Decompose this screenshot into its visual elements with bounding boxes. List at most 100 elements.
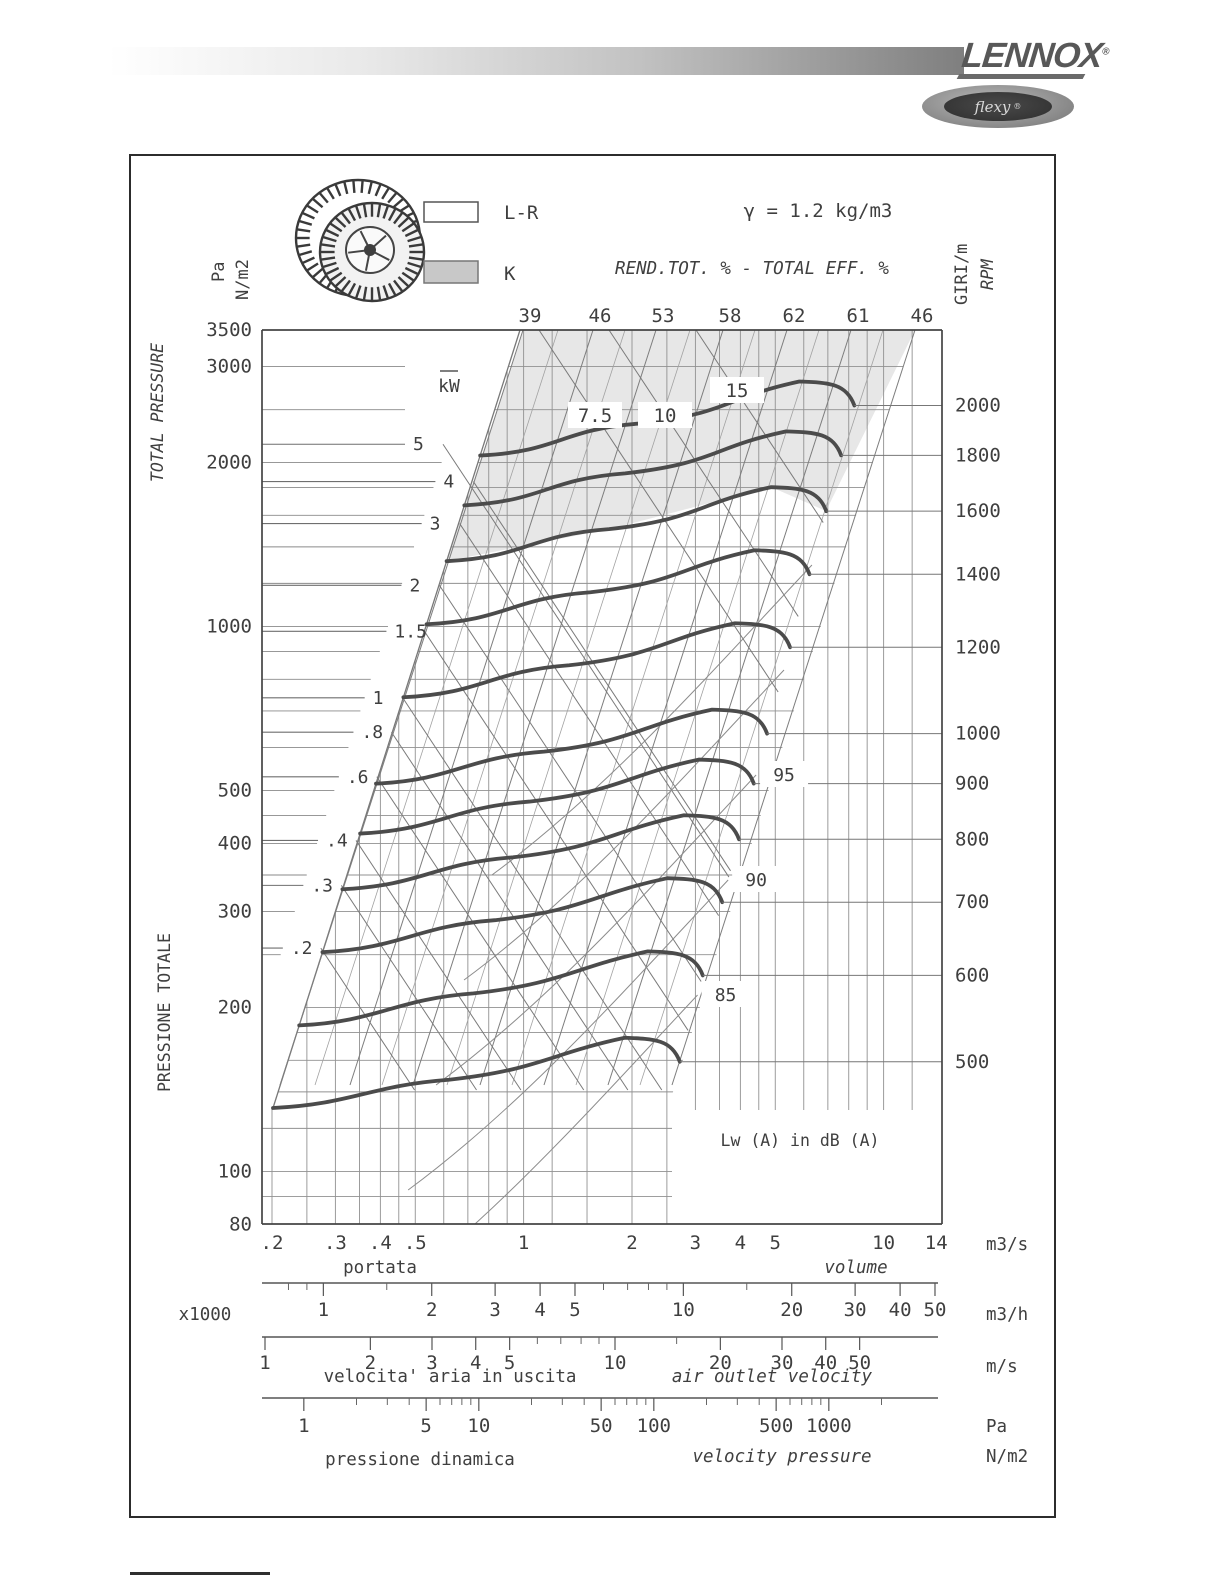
- ms-label: 10: [604, 1352, 627, 1374]
- m3h-label: 5: [569, 1299, 580, 1321]
- flow-tick-label: 3: [690, 1232, 701, 1254]
- flow-tick-label: 1: [518, 1232, 529, 1254]
- fan-blade: [362, 286, 368, 301]
- rpm-curve: [374, 707, 769, 786]
- db-contour: [407, 879, 729, 1191]
- kw-line: [391, 731, 629, 1091]
- efficiency-line: [412, 329, 657, 1086]
- m3h-label: 20: [780, 1299, 803, 1321]
- m3h-label: 50: [924, 1299, 947, 1321]
- rpm-tick-label: 700: [955, 891, 989, 913]
- fan-blade: [408, 243, 424, 248]
- kw-label-box: [710, 377, 764, 403]
- minor-slant-line: [446, 329, 691, 1086]
- pa-label: 1000: [806, 1415, 852, 1437]
- minor-slant-line: [381, 329, 626, 1086]
- kw-stub-label: 5: [413, 434, 424, 455]
- kw-line: [472, 481, 731, 872]
- kw-stub-label: .3: [311, 875, 333, 896]
- left-axis-unit-nm2: N/m2: [233, 259, 253, 300]
- efficiency-lines: [272, 329, 916, 1109]
- velocity-caption-it: velocita' aria in uscita: [324, 1367, 577, 1387]
- db-contour: [435, 774, 757, 1086]
- rpm-tick-label: 1800: [955, 444, 1001, 466]
- fan-blade: [397, 276, 410, 288]
- efficiency-title: REND.TOT. % - TOTAL EFF. %: [615, 259, 889, 279]
- fan-blade: [387, 207, 397, 222]
- fan-blade: [343, 181, 349, 195]
- flow-tick-label: .4: [369, 1232, 392, 1254]
- efficiency-value: 61: [847, 305, 870, 327]
- fan-blade: [376, 203, 382, 218]
- fan-blade: [340, 279, 351, 293]
- rpm-tick-label: 900: [955, 773, 989, 795]
- flow-unit: m3/s: [986, 1235, 1028, 1255]
- ms-label: 50: [848, 1352, 871, 1374]
- db-label-box: [732, 866, 781, 892]
- flow-tick-label: .2: [261, 1232, 284, 1254]
- kw-line: [355, 840, 522, 1091]
- rpm-curve: [444, 485, 829, 564]
- fan-blade: [320, 243, 336, 248]
- rpm-tick-label: 1400: [955, 563, 1001, 585]
- flow-tick-label: .3: [324, 1232, 347, 1254]
- kw-line: [402, 697, 663, 1091]
- rpm-tick-label: 1000: [955, 723, 1001, 745]
- fan-blade: [376, 286, 382, 301]
- fan-blade: [347, 207, 357, 222]
- db-label: 85: [715, 985, 737, 1006]
- plot-borders: [261, 329, 943, 1225]
- rpm-curve: [401, 621, 792, 700]
- kw-line: [320, 947, 415, 1091]
- kw-line: [439, 585, 702, 982]
- fan-blade: [382, 285, 390, 299]
- fan-blade: [352, 180, 356, 193]
- fan-blade: [311, 197, 324, 209]
- fan-blade: [298, 219, 313, 226]
- fan-blade: [382, 205, 390, 219]
- kw-stub-label: .4: [326, 830, 348, 851]
- rpm-tick-label: 500: [955, 1051, 989, 1073]
- pressure-tick-label: 1000: [206, 616, 252, 638]
- kw-line: [340, 885, 477, 1091]
- fan-blade: [334, 276, 347, 288]
- fan-blade: [404, 266, 419, 276]
- efficiency-value: 58: [719, 305, 742, 327]
- efficiency-value: 62: [783, 305, 806, 327]
- kw-line: [424, 631, 689, 1031]
- efficiency-value: 46: [589, 305, 612, 327]
- pressure-tick-label: 300: [218, 900, 252, 922]
- kw-stub-label: .2: [291, 938, 313, 959]
- fan-blade: [397, 216, 410, 228]
- flexy-badge: flexy ®: [922, 85, 1074, 128]
- fan-blade: [322, 235, 337, 243]
- fan-blade: [354, 205, 362, 219]
- rpm-tick-label: 800: [955, 828, 989, 850]
- fan-blade: [393, 279, 404, 293]
- legend-swatch-k: [423, 260, 479, 284]
- power-lines: [262, 329, 824, 1091]
- m3h-label: 30: [844, 1299, 867, 1321]
- fan-blade: [301, 256, 315, 265]
- fan-blade: [387, 282, 397, 297]
- fan-blade: [381, 187, 391, 200]
- k-region: [447, 330, 915, 561]
- fan-blade: [401, 271, 415, 282]
- pressure-tick-label: 3000: [206, 355, 252, 377]
- m3h-label: 40: [889, 1299, 912, 1321]
- ms-label: 40: [814, 1352, 837, 1374]
- badge-text: flexy: [974, 97, 1011, 116]
- fan-hub: [364, 244, 376, 256]
- dyn-pressure-unit-pa: Pa: [986, 1417, 1007, 1437]
- fan-blade: [329, 222, 343, 233]
- fan-blade: [408, 256, 424, 261]
- fan-blade: [298, 250, 313, 257]
- fan-blade: [322, 261, 337, 269]
- fan-blade: [362, 203, 368, 218]
- pa-label: 100: [637, 1415, 671, 1437]
- legend-swatch-lr: [423, 201, 479, 223]
- kw-stub-label: 3: [430, 514, 441, 535]
- header-gradient-bar: [108, 47, 964, 75]
- dyn-pressure-unit-nm2: N/m2: [986, 1447, 1028, 1467]
